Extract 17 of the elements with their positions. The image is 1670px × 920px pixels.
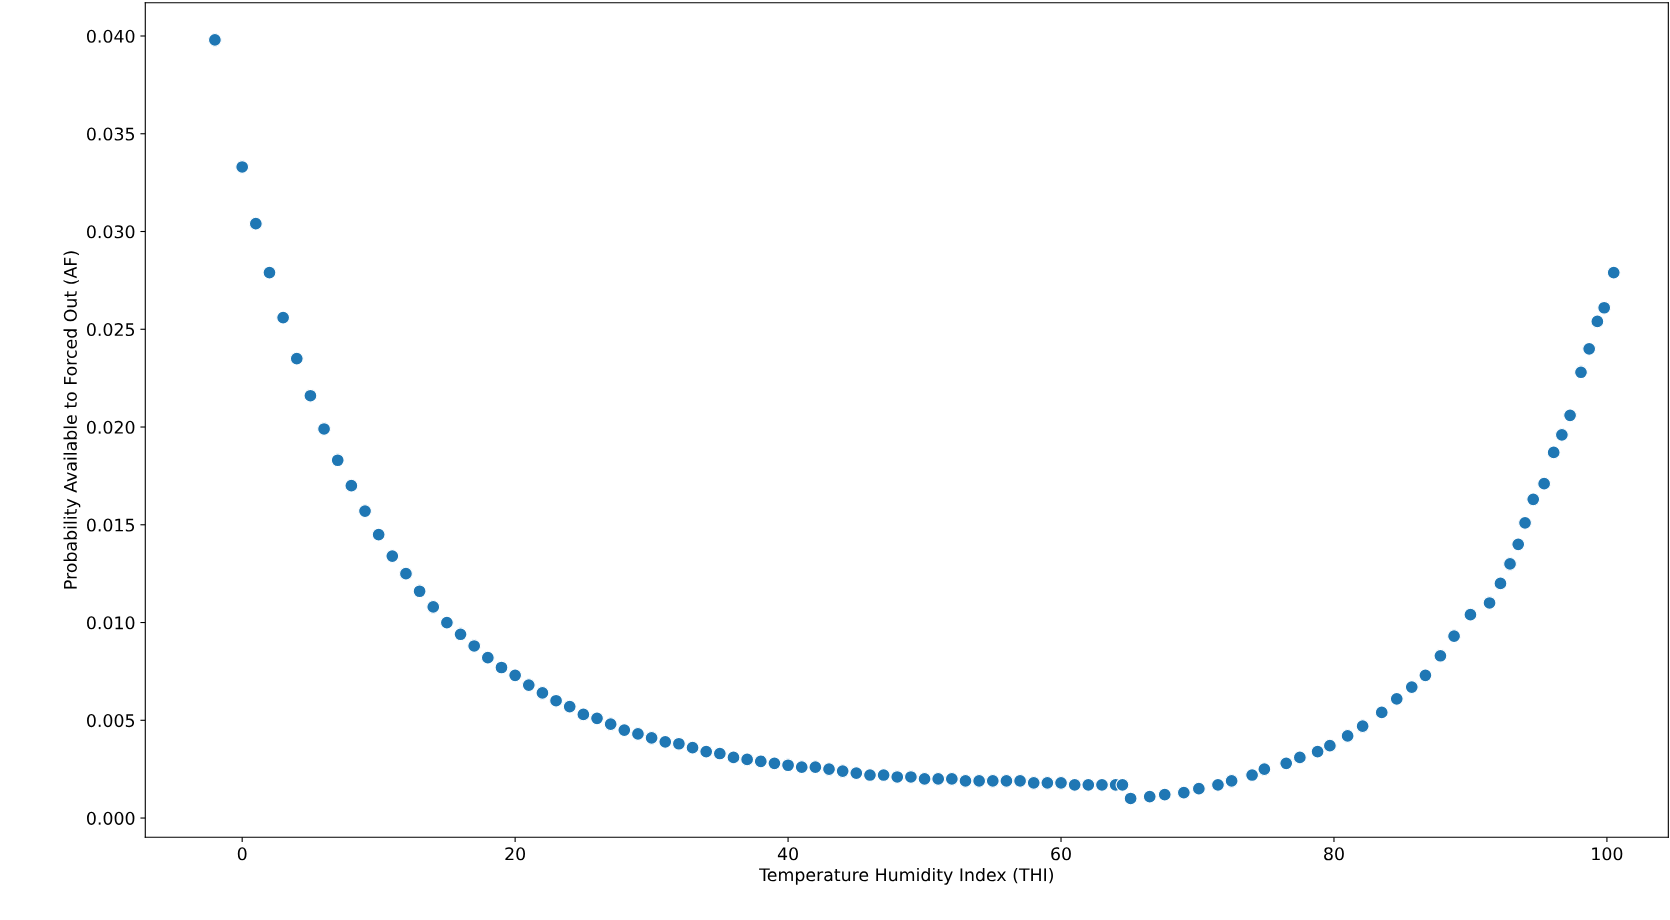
y-tick-label: 0.015 [87, 518, 135, 532]
y-tick-label: 0.000 [87, 811, 135, 825]
y-tick-label: 0.005 [87, 714, 135, 728]
x-axis-title: Temperature Humidity Index (THI) [759, 867, 1053, 885]
y-tick-label: 0.035 [87, 127, 135, 141]
y-tick-label: 0.025 [87, 322, 135, 337]
y-tick-label: 0.030 [87, 225, 135, 239]
x-tick-label: 80 [1324, 847, 1344, 861]
x-tick-label: 100 [1592, 847, 1623, 861]
x-tick-label: 0 [237, 847, 247, 861]
y-tick-label: 0.020 [87, 420, 135, 434]
x-tick-label: 40 [777, 847, 798, 861]
y-axis-title: Probability Available to Forced Out (AF) [63, 251, 81, 589]
y-tick-label: 0.040 [87, 29, 135, 43]
x-tick-label: 60 [1051, 847, 1071, 861]
y-tick-label: 0.010 [87, 616, 135, 630]
x-tick-label: 20 [505, 847, 526, 861]
